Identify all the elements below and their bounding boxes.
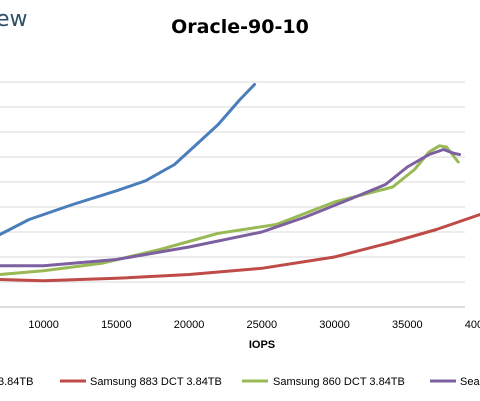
series-line-0 — [0, 83, 256, 236]
legend-label-1: Samsung 883 DCT 3.84TB — [90, 376, 222, 388]
legend-label-2: Samsung 860 DCT 3.84TB — [273, 376, 405, 388]
legend-label-0: 3.84TB — [0, 376, 33, 388]
series-lines — [0, 83, 480, 283]
x-tick-label: 35000 — [392, 319, 423, 331]
legend-label-3: Seag — [460, 376, 480, 388]
x-tick-label: 25000 — [247, 319, 278, 331]
legend: 3.84TB Samsung 883 DCT 3.84TB Samsung 860 … — [0, 376, 480, 388]
series-line-1 — [0, 213, 480, 283]
x-tick-label: 20000 — [174, 319, 205, 331]
series-line-2 — [0, 144, 460, 276]
x-tick-label: 40000 — [465, 319, 480, 331]
x-axis-label: IOPS — [249, 339, 275, 351]
x-axis-ticks: 10000 15000 20000 25000 30000 35000 40000 — [28, 319, 480, 331]
gridlines — [0, 81, 465, 308]
chart-title: Oracle-90-10 — [171, 16, 309, 38]
series-line-3 — [0, 148, 462, 268]
x-tick-label: 30000 — [319, 319, 350, 331]
x-tick-label: 10000 — [28, 319, 59, 331]
logo-fragment: ew — [0, 7, 28, 32]
x-tick-label: 15000 — [101, 319, 132, 331]
